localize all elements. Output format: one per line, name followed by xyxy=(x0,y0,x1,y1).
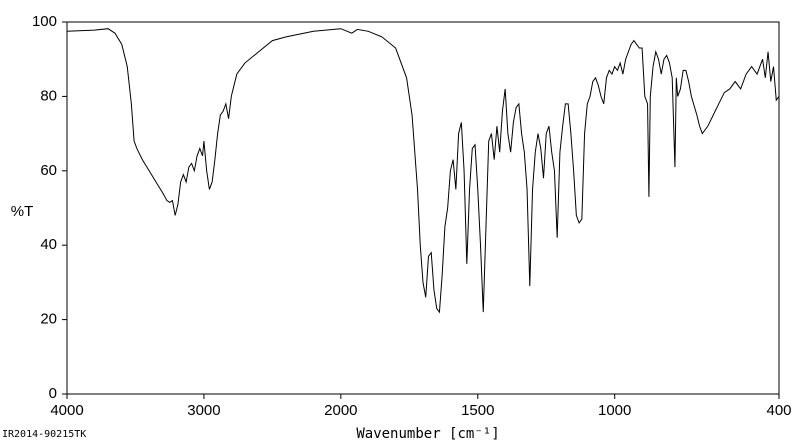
footer: IR2014-90215TK xyxy=(2,429,86,440)
x-tick-label: 3000 xyxy=(187,402,220,419)
spectrum-line xyxy=(66,28,780,314)
y-tick-label: 80 xyxy=(40,87,57,104)
y-tick-label: 60 xyxy=(40,162,57,179)
x-tick-label: 1000 xyxy=(598,402,631,419)
y-tick-label: 40 xyxy=(40,236,57,253)
x-tick-label: 4000 xyxy=(50,402,83,419)
x-axis-label: Wavenumber [cm⁻¹] xyxy=(356,426,499,441)
x-tick-label: 2000 xyxy=(324,402,357,419)
y-tick-label: 20 xyxy=(40,311,57,328)
x-tick-label: 1500 xyxy=(461,402,494,419)
x-tick-label: 400 xyxy=(766,402,791,419)
y-tick-label: 100 xyxy=(32,13,57,30)
y-tick-label: 0 xyxy=(49,385,57,402)
plot-frame xyxy=(66,21,780,395)
y-axis-label: %T xyxy=(11,203,34,220)
